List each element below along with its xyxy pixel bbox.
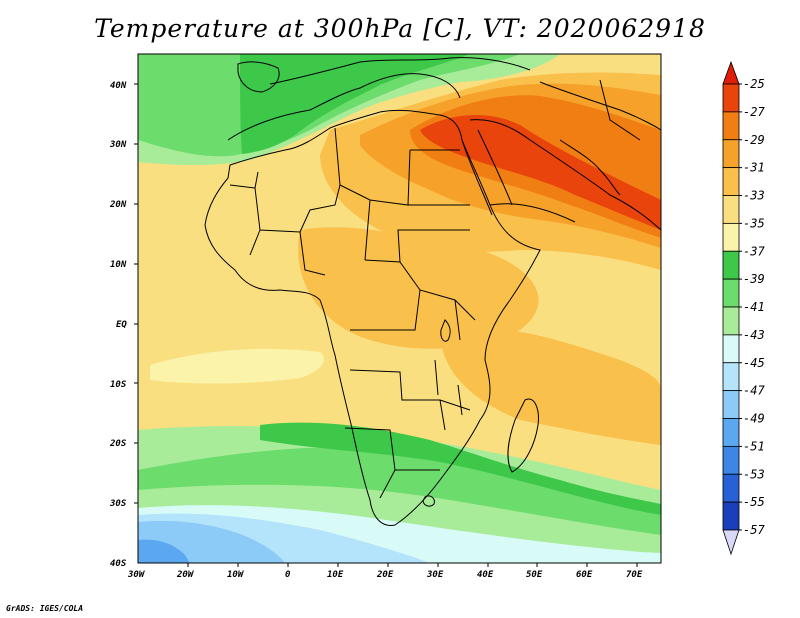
colorbar-label: -45: [743, 356, 765, 370]
colorbar-box: [722, 362, 740, 392]
madagascar-outline: [507, 398, 539, 473]
grads-credit: GrADS: IGES/COLA: [6, 604, 84, 613]
colorbar-box: [722, 501, 740, 531]
colorbar-box: [722, 83, 740, 113]
iran-coast: [539, 79, 661, 141]
colorbar-label: -51: [743, 439, 765, 453]
lon-label-30w: 30W: [127, 570, 146, 580]
lon-label-10w: 10W: [227, 570, 245, 580]
colorbar-top-cap: [722, 60, 740, 85]
colorbar-label: -43: [743, 328, 765, 342]
southern-borders: [344, 369, 471, 499]
colorbar-box: [722, 306, 740, 336]
persian-gulf: [559, 139, 621, 196]
mediterranean-coast: [227, 57, 531, 141]
arabia-outline: [469, 119, 661, 231]
colorbar-label: -35: [743, 216, 765, 230]
temperature-field: [138, 54, 661, 563]
latitude-axis: 40N 30N 20N 10N EQ 10S 20S 30S 40S: [109, 81, 138, 569]
lon-label-50e: 50E: [526, 570, 543, 580]
red-sea-coast: [461, 129, 513, 216]
colorbar-box: [722, 445, 740, 475]
colorbar-box: [722, 167, 740, 196]
lon-label-70e: 70E: [626, 570, 643, 580]
colorbar: -25 -27 -29 -31 -33 -35 -37 -39 -41 -43 -45 -47 -49 -…: [722, 60, 765, 556]
lat-label-40n: 40N: [110, 81, 127, 91]
colorbar-box: [722, 418, 740, 447]
lon-label-60e: 60E: [576, 570, 593, 580]
lesotho: [422, 495, 435, 507]
plot-frame: [137, 53, 662, 564]
colorbar-label: -47: [743, 384, 765, 398]
africa-outline: [204, 109, 541, 526]
lon-label-10e: 10E: [327, 570, 344, 580]
lat-label-10n: 10N: [110, 260, 127, 270]
lon-label-20w: 20W: [176, 570, 195, 580]
lat-label-30n: 30N: [109, 140, 127, 150]
lon-label-40e: 40E: [477, 570, 494, 580]
band-blue3-south: [138, 539, 190, 563]
colorbar-box: [722, 111, 740, 141]
central-borders: [350, 229, 476, 341]
colorbar-box: [722, 390, 740, 419]
band-hot-core: [420, 114, 661, 230]
lat-label-10s: 10S: [110, 380, 127, 390]
colorbar-box: [722, 278, 740, 308]
colorbar-label: -41: [743, 300, 765, 314]
colorbar-bottom-cap: [722, 529, 740, 556]
band-mid-east: [440, 327, 661, 445]
lat-label-30s: 30S: [109, 499, 127, 509]
lon-label-0: 0: [285, 570, 291, 580]
sahara-borders: [334, 127, 470, 261]
west-africa-borders: [229, 171, 341, 276]
colorbar-label: -53: [743, 467, 765, 481]
longitude-axis: 30W 20W 10W 0 10E 20E 30E 40E 50E 60E 70…: [127, 563, 643, 580]
map-title: Temperature at 300hPa [C], VT: 202006291…: [94, 14, 706, 43]
colorbar-box: [722, 334, 740, 364]
colorbar-label: -33: [743, 189, 765, 203]
colorbar-label: -37: [743, 244, 765, 258]
lat-label-40s: 40S: [110, 559, 127, 569]
colorbar-label: -31: [743, 161, 765, 175]
lat-label-20n: 20N: [109, 200, 127, 210]
colorbar-label: -49: [743, 412, 765, 426]
colorbar-box: [722, 473, 740, 503]
band-green-dark-north: [240, 54, 470, 154]
colorbar-label: -39: [743, 272, 765, 286]
colorbar-label: -57: [743, 523, 765, 537]
colorbar-label: -55: [743, 495, 765, 509]
band-green-dark-south: [260, 422, 661, 515]
band-pale-atlantic: [150, 348, 324, 384]
great-lakes: [434, 319, 463, 416]
colorbar-box: [722, 250, 740, 280]
colorbar-label: -27: [743, 105, 765, 119]
colorbar-box: [722, 195, 740, 224]
colorbar-box: [722, 139, 740, 169]
iberia-outline: [237, 61, 280, 93]
coastlines: [204, 57, 661, 526]
lon-label-30e: 30E: [426, 570, 444, 580]
lon-label-20e: 20E: [376, 570, 394, 580]
colorbar-label: -29: [743, 133, 765, 147]
lat-label-20s: 20S: [109, 439, 127, 449]
lat-label-eq: EQ: [116, 320, 127, 330]
colorbar-box: [722, 222, 740, 252]
colorbar-label: -25: [743, 77, 765, 91]
